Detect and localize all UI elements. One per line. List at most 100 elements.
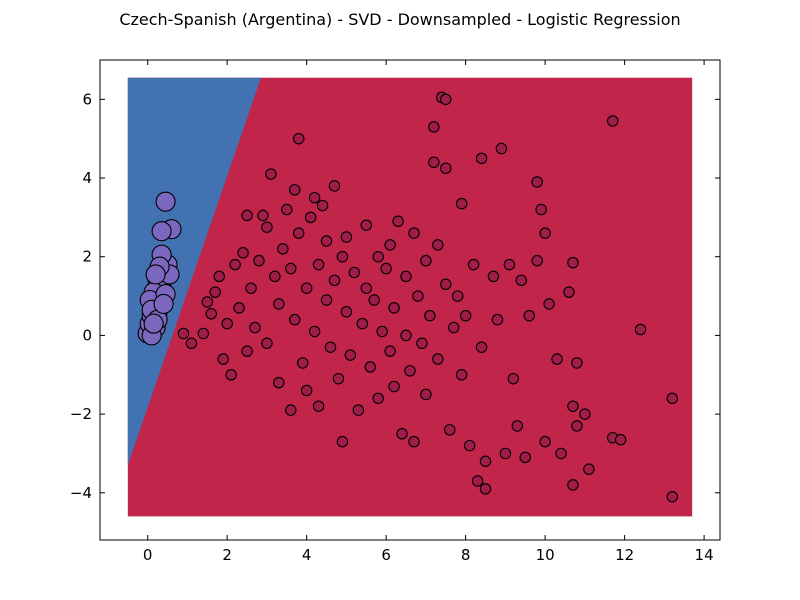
point-class-a <box>143 313 164 334</box>
point-class-b <box>424 309 436 322</box>
point-class-b <box>515 274 528 287</box>
point-class-b <box>372 250 384 263</box>
x-tick-label: 4 <box>302 546 312 564</box>
decision-regions <box>127 77 693 517</box>
point-class-b <box>432 353 444 365</box>
point-class-b <box>392 215 404 228</box>
point-class-b <box>479 455 492 468</box>
point-class-b <box>420 388 432 401</box>
point-class-b <box>499 447 512 460</box>
point-class-b <box>440 162 452 174</box>
point-class-b <box>340 231 353 243</box>
x-tick-label: 0 <box>143 546 153 564</box>
point-class-b <box>475 152 488 165</box>
point-class-b <box>539 227 551 239</box>
point-class-b <box>463 439 476 452</box>
point-class-b <box>336 435 349 448</box>
point-class-b <box>320 294 333 306</box>
y-tick-label: 4 <box>82 169 92 187</box>
point-class-b <box>352 404 365 416</box>
point-class-b <box>217 353 229 365</box>
point-class-b <box>364 361 377 373</box>
point-class-b <box>225 369 237 381</box>
point-class-b <box>400 329 412 342</box>
point-class-b <box>265 168 277 180</box>
point-class-b <box>229 258 241 271</box>
point-class-b <box>416 337 428 350</box>
point-class-b <box>467 258 480 271</box>
point-class-b <box>241 345 253 357</box>
point-class-b <box>368 294 380 306</box>
point-class-b <box>209 286 222 298</box>
point-class-b <box>428 121 440 133</box>
point-class-b <box>440 278 452 291</box>
point-class-b <box>459 309 472 322</box>
point-class-b <box>245 282 257 294</box>
point-class-b <box>304 211 317 224</box>
point-class-b <box>404 365 416 377</box>
point-class-b <box>551 353 563 365</box>
scatter-points <box>137 91 679 503</box>
axes: 0 2 4 6 8 10 12 14 −4 −2 0 2 4 6 <box>70 59 721 564</box>
point-class-b <box>288 313 301 326</box>
point-class-b <box>285 262 297 275</box>
point-class-b <box>213 270 225 283</box>
point-class-b <box>285 404 297 416</box>
point-class-b <box>443 424 456 436</box>
point-class-b <box>261 221 273 233</box>
point-class-b <box>221 317 233 330</box>
point-class-b <box>360 282 373 294</box>
point-class-b <box>261 337 273 350</box>
point-class-b <box>567 479 579 491</box>
y-tick-label: 6 <box>82 90 92 108</box>
point-class-b <box>292 132 305 145</box>
point-class-b <box>308 191 321 204</box>
point-class-b <box>177 327 190 340</box>
point-class-b <box>201 296 214 308</box>
point-class-b <box>277 243 289 255</box>
point-class-b <box>241 209 253 222</box>
point-class-b <box>583 463 595 475</box>
point-class-b <box>539 435 551 448</box>
axes-frame <box>99 59 721 541</box>
point-class-b <box>257 209 269 222</box>
point-class-b <box>579 408 591 420</box>
point-class-b <box>312 258 325 271</box>
point-class-b <box>571 357 583 369</box>
point-class-b <box>507 372 520 385</box>
point-class-b <box>376 325 388 338</box>
point-class-b <box>563 286 575 298</box>
point-class-b <box>324 341 337 353</box>
point-class-b <box>432 239 444 251</box>
point-class-b <box>340 306 353 318</box>
point-class-b <box>614 433 627 446</box>
point-class-b <box>428 156 440 169</box>
point-class-b <box>356 317 369 330</box>
point-class-b <box>348 266 361 279</box>
point-class-b <box>400 270 412 283</box>
y-tick-label: −4 <box>70 484 92 502</box>
point-class-b <box>296 357 309 369</box>
point-class-b <box>606 115 619 127</box>
point-class-b <box>535 203 547 216</box>
point-class-b <box>384 239 396 251</box>
point-class-b <box>380 262 392 275</box>
point-class-b <box>519 451 532 464</box>
x-tick-label: 14 <box>695 546 714 564</box>
point-class-b <box>205 308 218 320</box>
point-class-b <box>634 323 647 336</box>
point-class-b <box>300 384 313 397</box>
point-class-b <box>531 176 543 188</box>
point-class-b <box>451 290 464 302</box>
point-class-b <box>666 392 679 405</box>
point-class-a <box>145 264 166 285</box>
point-class-b <box>666 490 679 503</box>
x-tick-label: 8 <box>461 546 471 564</box>
point-class-a <box>153 293 174 314</box>
point-class-b <box>491 313 504 326</box>
point-class-b <box>475 341 488 353</box>
point-class-b <box>567 400 579 412</box>
point-class-b <box>312 400 325 412</box>
point-class-b <box>344 349 357 361</box>
point-class-b <box>531 254 543 267</box>
